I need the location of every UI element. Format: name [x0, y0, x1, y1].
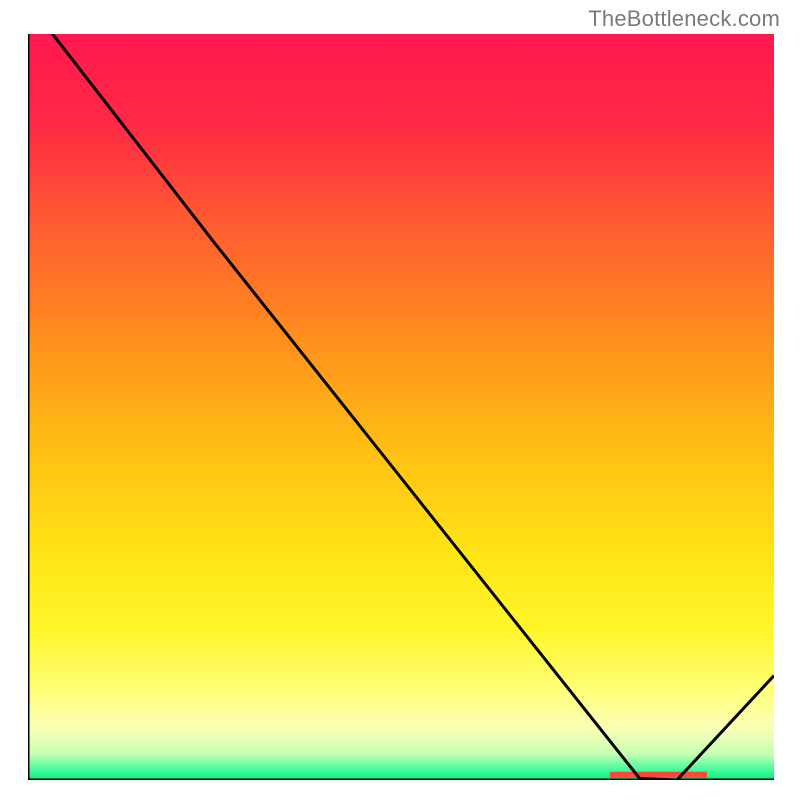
optimal-highlight-strip: [610, 772, 707, 778]
watermark-text: TheBottleneck.com: [588, 6, 780, 32]
bottleneck-chart: [28, 34, 774, 780]
chart-svg: [28, 34, 774, 780]
